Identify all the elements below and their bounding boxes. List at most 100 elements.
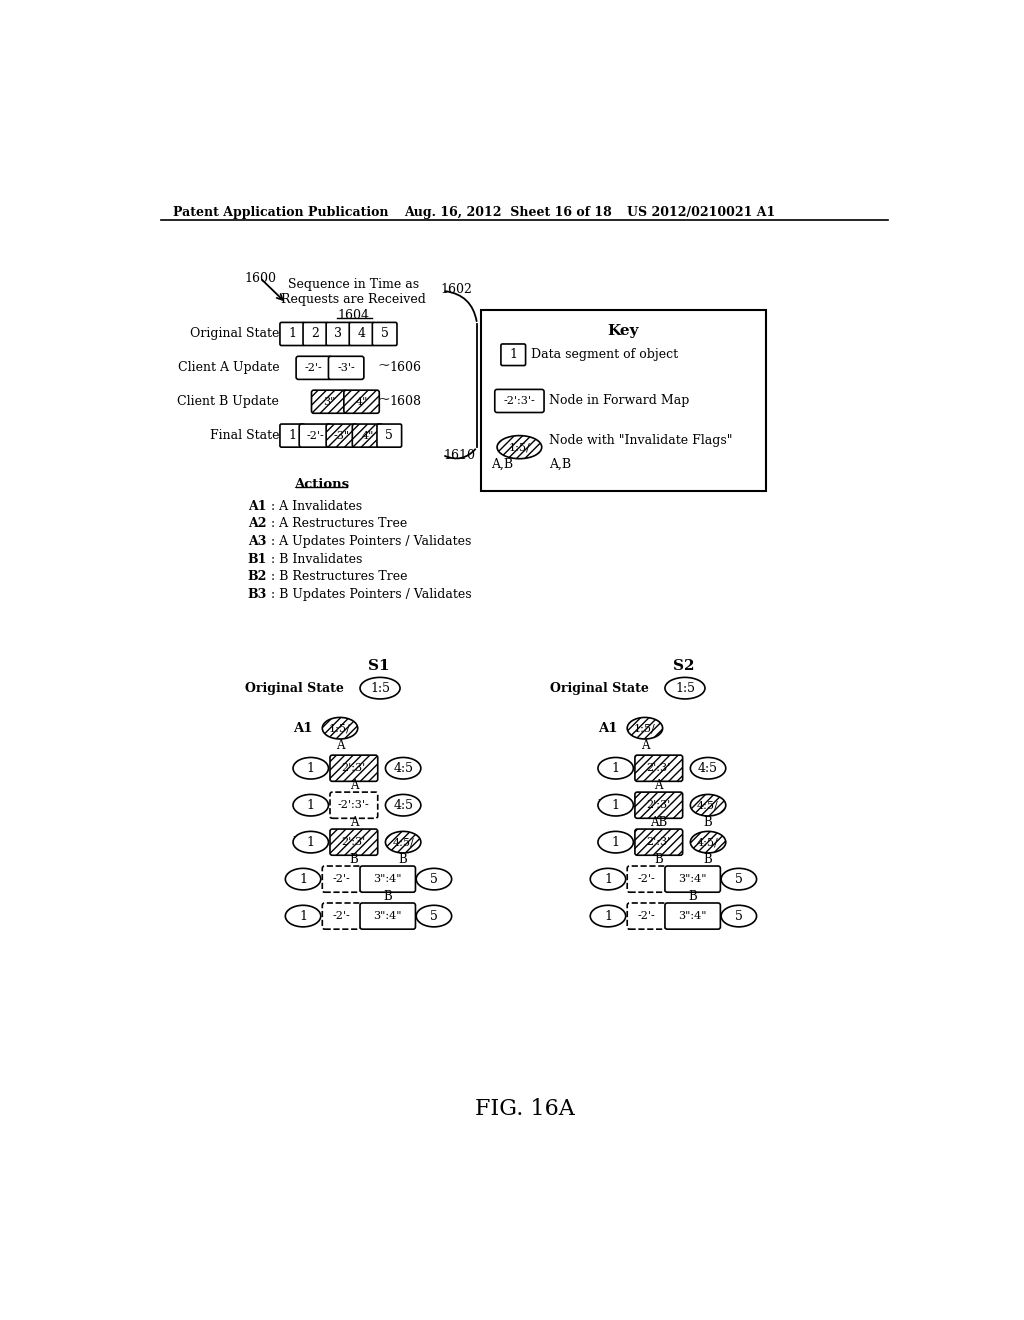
Text: 1: 1 bbox=[307, 762, 314, 775]
Text: A: A bbox=[336, 739, 344, 751]
Text: AB: AB bbox=[650, 816, 668, 829]
FancyBboxPatch shape bbox=[303, 322, 328, 346]
FancyBboxPatch shape bbox=[349, 322, 374, 346]
Text: 5: 5 bbox=[430, 873, 438, 886]
FancyBboxPatch shape bbox=[344, 391, 379, 413]
Text: 1: 1 bbox=[509, 348, 517, 362]
Text: 1:5/: 1:5/ bbox=[634, 723, 655, 733]
Text: 1: 1 bbox=[289, 327, 296, 341]
Text: 1: 1 bbox=[604, 909, 612, 923]
Text: 4:5: 4:5 bbox=[393, 799, 413, 812]
Text: 1: 1 bbox=[299, 909, 307, 923]
FancyBboxPatch shape bbox=[495, 389, 544, 412]
Text: 3":4": 3":4" bbox=[374, 874, 402, 884]
Text: 5: 5 bbox=[735, 909, 742, 923]
Text: -2'-: -2'- bbox=[333, 911, 350, 921]
Text: Original State: Original State bbox=[245, 681, 344, 694]
FancyBboxPatch shape bbox=[635, 792, 683, 818]
Text: Patent Application Publication: Patent Application Publication bbox=[173, 206, 388, 219]
Ellipse shape bbox=[598, 832, 634, 853]
Ellipse shape bbox=[416, 869, 452, 890]
Text: A,B: A,B bbox=[549, 458, 570, 471]
FancyBboxPatch shape bbox=[299, 424, 332, 447]
FancyBboxPatch shape bbox=[330, 792, 378, 818]
Ellipse shape bbox=[360, 677, 400, 700]
FancyBboxPatch shape bbox=[330, 755, 378, 781]
Text: FIG. 16A: FIG. 16A bbox=[475, 1098, 574, 1121]
Text: 2':3': 2':3' bbox=[646, 763, 671, 774]
Text: : B Updates Pointers / Validates: : B Updates Pointers / Validates bbox=[271, 589, 472, 601]
Text: : B Restructures Tree: : B Restructures Tree bbox=[271, 570, 408, 583]
Text: A: A bbox=[641, 739, 649, 751]
Text: 4: 4 bbox=[357, 327, 366, 341]
Text: 3: 3 bbox=[335, 327, 342, 341]
FancyBboxPatch shape bbox=[373, 322, 397, 346]
FancyBboxPatch shape bbox=[323, 903, 360, 929]
Ellipse shape bbox=[590, 906, 626, 927]
Ellipse shape bbox=[721, 906, 757, 927]
Text: -2':3'-: -2':3'- bbox=[504, 396, 536, 407]
Text: 1606: 1606 bbox=[389, 362, 421, 375]
Ellipse shape bbox=[598, 758, 634, 779]
Text: B1: B1 bbox=[597, 799, 617, 812]
Ellipse shape bbox=[385, 832, 421, 853]
Ellipse shape bbox=[721, 869, 757, 890]
Text: A3: A3 bbox=[248, 535, 266, 548]
Text: A3: A3 bbox=[294, 799, 313, 812]
Text: B2: B2 bbox=[597, 873, 617, 886]
FancyBboxPatch shape bbox=[628, 903, 666, 929]
Text: 1: 1 bbox=[611, 762, 620, 775]
Text: Client A Update: Client A Update bbox=[177, 362, 280, 375]
Text: Node with "Invalidate Flags": Node with "Invalidate Flags" bbox=[549, 434, 732, 447]
Ellipse shape bbox=[416, 906, 452, 927]
FancyBboxPatch shape bbox=[635, 829, 683, 855]
Text: S2: S2 bbox=[673, 659, 694, 673]
Text: -2':3'-: -2':3'- bbox=[338, 800, 370, 810]
Text: 3":4": 3":4" bbox=[679, 874, 707, 884]
Text: 4:5/: 4:5/ bbox=[392, 837, 414, 847]
Text: S1: S1 bbox=[368, 659, 389, 673]
Ellipse shape bbox=[293, 832, 329, 853]
Text: A: A bbox=[349, 816, 358, 829]
Ellipse shape bbox=[323, 718, 357, 739]
Text: 4": 4" bbox=[361, 430, 374, 441]
Text: : A Invalidates: : A Invalidates bbox=[271, 499, 362, 512]
FancyBboxPatch shape bbox=[329, 356, 364, 379]
Text: Final State: Final State bbox=[210, 429, 280, 442]
Text: B2: B2 bbox=[248, 570, 267, 583]
Text: Node in Forward Map: Node in Forward Map bbox=[549, 395, 689, 408]
Text: 1: 1 bbox=[611, 836, 620, 849]
Ellipse shape bbox=[598, 795, 634, 816]
Text: ~: ~ bbox=[377, 393, 390, 407]
Ellipse shape bbox=[293, 795, 329, 816]
Ellipse shape bbox=[690, 832, 726, 853]
Text: 2':3': 2':3' bbox=[646, 837, 671, 847]
Text: B1: B1 bbox=[293, 836, 313, 849]
Text: A3: A3 bbox=[599, 836, 617, 849]
FancyBboxPatch shape bbox=[665, 866, 720, 892]
FancyBboxPatch shape bbox=[501, 345, 525, 366]
Text: 4": 4" bbox=[355, 397, 368, 407]
Text: 1: 1 bbox=[289, 429, 296, 442]
Ellipse shape bbox=[690, 795, 726, 816]
Text: B: B bbox=[349, 853, 358, 866]
FancyBboxPatch shape bbox=[360, 866, 416, 892]
Text: 5: 5 bbox=[735, 873, 742, 886]
Text: -2'-: -2'- bbox=[305, 363, 323, 372]
Ellipse shape bbox=[497, 436, 542, 459]
FancyBboxPatch shape bbox=[280, 322, 304, 346]
Text: B: B bbox=[688, 890, 697, 903]
FancyBboxPatch shape bbox=[323, 866, 360, 892]
Text: : A Restructures Tree: : A Restructures Tree bbox=[271, 517, 408, 531]
Text: B: B bbox=[654, 853, 664, 866]
Text: : A Updates Pointers / Validates: : A Updates Pointers / Validates bbox=[271, 535, 472, 548]
Text: 1602: 1602 bbox=[440, 284, 472, 296]
Text: 3":4": 3":4" bbox=[679, 911, 707, 921]
Text: Key: Key bbox=[607, 323, 639, 338]
Text: -3'-: -3'- bbox=[337, 363, 355, 372]
Text: 3": 3" bbox=[323, 397, 336, 407]
Ellipse shape bbox=[665, 677, 705, 700]
Text: 1:5/: 1:5/ bbox=[509, 442, 530, 453]
Text: -2'-: -2'- bbox=[333, 874, 350, 884]
FancyBboxPatch shape bbox=[326, 322, 351, 346]
